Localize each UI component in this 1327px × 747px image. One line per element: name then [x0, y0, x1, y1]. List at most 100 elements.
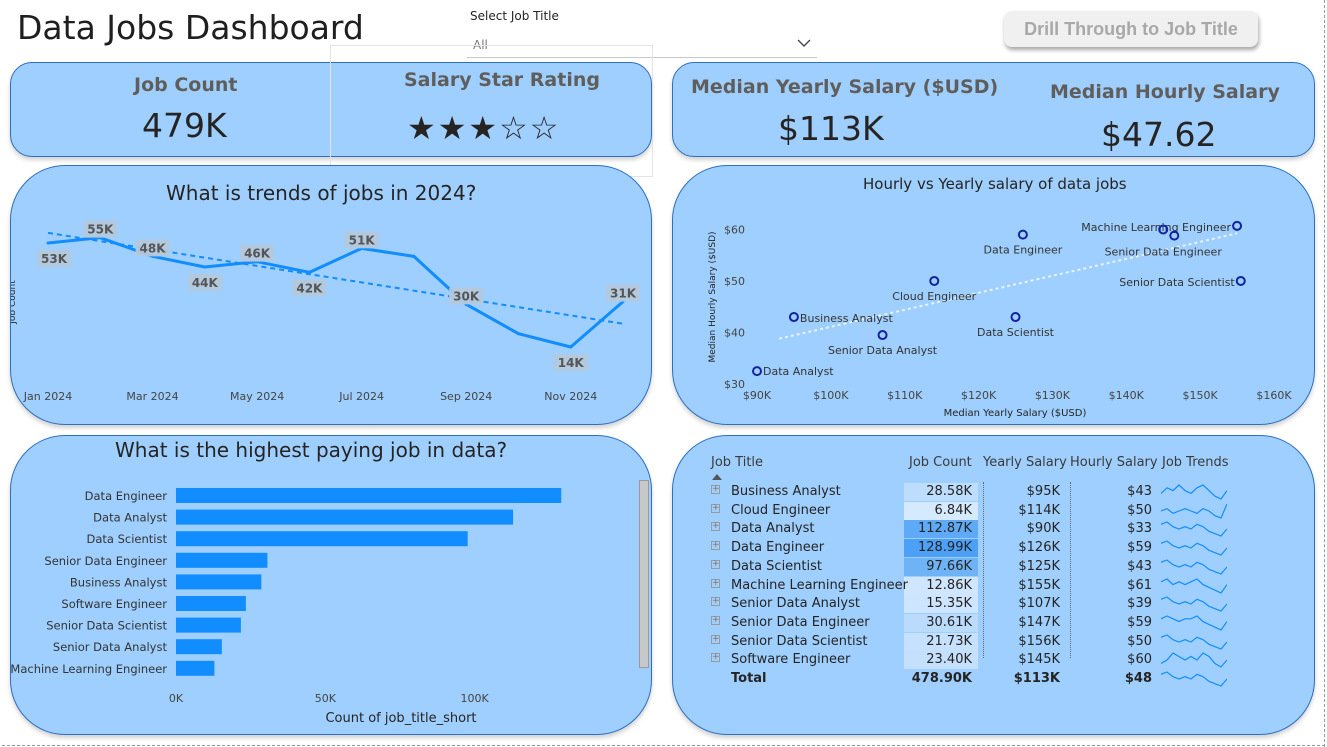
sort-ascending-icon[interactable] — [712, 474, 722, 481]
table-row[interactable]: + Data Scientist 97.66K $125K $43 — [673, 557, 1273, 576]
bar-chart-scrollbar[interactable] — [639, 480, 649, 668]
trend-data-label-bg — [553, 354, 588, 371]
expand-row-icon[interactable]: + — [711, 558, 720, 569]
trend-line-chart[interactable]: Job Count 53K 55K 48K 44K 46K 42K 51K 30K 14K 31K J… — [11, 166, 651, 424]
salary-scatter-chart[interactable]: Median Hourly Salary ($USD) Median Yearly… — [673, 166, 1314, 424]
cell-yearly-salary: $114K — [1018, 502, 1060, 518]
job-count-cell-background — [904, 651, 978, 670]
scatter-x-tick-label: $90K — [743, 389, 772, 402]
table-row[interactable]: + Business Analyst 28.58K $95K $43 — [673, 483, 1273, 501]
job-trend-chart-card[interactable]: What is trends of jobs in 2024? Job Coun… — [10, 165, 652, 425]
scatter-x-tick-label: $100K — [813, 389, 849, 402]
scatter-point — [877, 330, 888, 341]
trend-x-tick-label: Jan 2024 — [23, 390, 72, 403]
scatter-chart-title: Hourly vs Yearly salary of data jobs — [863, 175, 1127, 193]
job-trend-sparkline — [1161, 559, 1227, 575]
expand-row-icon[interactable]: + — [711, 652, 720, 663]
scatter-point-label: Data Engineer — [984, 244, 1063, 257]
trend-line — [47, 231, 626, 325]
trend-series-line — [47, 236, 624, 349]
expand-row-icon[interactable]: + — [711, 540, 720, 551]
table-row[interactable]: + Data Analyst 112.87K $90K $33 — [673, 520, 1273, 539]
page-border — [1324, 0, 1325, 747]
expand-row-icon[interactable]: + — [711, 614, 720, 625]
table-body: + Business Analyst 28.58K $95K $43 + Cloud Eng… — [673, 483, 1313, 687]
trend-y-axis-label: Job Count — [11, 280, 18, 325]
highest-paying-bar-chart-card[interactable]: What is the highest paying job in data? … — [10, 435, 652, 735]
expand-row-icon[interactable]: + — [711, 502, 720, 513]
table-row[interactable]: + Machine Learning Engineer 12.86K $155K $61 — [673, 576, 1273, 595]
cell-yearly-salary: $95K — [1026, 484, 1060, 499]
trend-x-tick-label: Sep 2024 — [440, 390, 492, 403]
job-trend-sparkline — [1161, 484, 1227, 500]
total-hourly-salary: $48 — [1124, 671, 1152, 686]
header-yearly-salary[interactable]: Yearly Salary — [983, 455, 1067, 470]
trend-data-label-bg — [37, 250, 71, 267]
bar — [176, 617, 241, 633]
scatter-point-label: Senior Data Scientist — [1119, 276, 1235, 289]
table-row[interactable]: + Senior Data Analyst 15.35K $107K $39 — [673, 595, 1273, 614]
job-trend-sparkline — [1161, 671, 1227, 687]
expand-row-icon[interactable]: + — [711, 596, 720, 607]
bar — [176, 596, 246, 611]
expand-row-icon[interactable]: + — [711, 521, 720, 532]
trend-data-label: 55K — [87, 223, 114, 237]
trend-point — [307, 270, 311, 274]
header-job-count[interactable]: Job Count — [909, 455, 972, 470]
median-yearly-salary-value: $113K — [778, 109, 884, 148]
bar — [176, 639, 222, 655]
bar — [176, 574, 262, 590]
table-row[interactable]: + Cloud Engineer 6.84K $114K $50 — [673, 501, 1273, 520]
table-row[interactable]: + Software Engineer 23.40K $145K $60 — [673, 651, 1273, 670]
drill-through-button[interactable]: Drill Through to Job Title — [1004, 11, 1258, 47]
trend-data-label: 30K — [453, 289, 480, 303]
trend-chart-title: What is trends of jobs in 2024? — [166, 181, 477, 205]
chevron-down-icon[interactable] — [797, 36, 811, 50]
trend-data-label: 48K — [140, 241, 167, 255]
job-count-bar-chart[interactable]: Data Engineer Data Analyst Data Scientist S… — [11, 436, 651, 734]
scatter-y-axis-label: Median Hourly Salary ($USD) — [708, 231, 718, 362]
table-row[interactable]: + Senior Data Engineer 30.61K $147K $59 — [673, 613, 1273, 632]
median-yearly-salary-label: Median Yearly Salary ($USD) — [691, 76, 999, 98]
cell-job-count: 21.73K — [926, 633, 972, 649]
job-count-label: Job Count — [134, 74, 238, 96]
cell-job-title: Data Engineer — [731, 540, 825, 556]
cell-yearly-salary: $156K — [1018, 633, 1060, 649]
scatter-point — [1169, 230, 1180, 241]
salary-scatter-chart-card[interactable]: Hourly vs Yearly salary of data jobs Med… — [672, 165, 1315, 425]
scatter-point-label: Cloud Engineer — [892, 290, 976, 303]
cell-yearly-salary: $107K — [1018, 596, 1060, 612]
bar-category-label: Software Engineer — [61, 597, 167, 611]
job-title-table-card[interactable]: Job Title Job Count Yearly Salary Hourly… — [672, 435, 1315, 735]
job-count-cell-background — [904, 539, 978, 558]
kpi-card-job-count-rating: Job Count 479K Salary Star Rating ★★★☆☆ — [10, 62, 652, 157]
bar-x-tick-label: 0K — [169, 692, 184, 705]
table-row[interactable]: + Senior Data Scientist 21.73K $156K $50 — [673, 632, 1273, 651]
scatter-y-tick-label: $60 — [724, 223, 745, 236]
scatter-x-tick-label: $130K — [1035, 389, 1071, 402]
header-job-trends[interactable]: Job Trends — [1162, 455, 1229, 470]
expand-row-icon[interactable]: + — [711, 633, 720, 644]
job-title-slicer[interactable]: All — [467, 32, 817, 58]
expand-row-icon[interactable]: + — [711, 577, 720, 588]
scatter-point-label: Machine Learning Engineer — [1081, 221, 1231, 234]
cell-job-count: 6.84K — [934, 502, 972, 518]
salary-star-rating-label: Salary Star Rating — [404, 69, 600, 91]
scatter-x-tick-label: $140K — [1109, 389, 1145, 402]
header-hourly-salary[interactable]: Hourly Salary — [1070, 455, 1158, 470]
job-count-cell-background — [904, 520, 978, 539]
expand-row-icon[interactable]: + — [711, 484, 720, 494]
cell-yearly-salary: $126K — [1018, 540, 1060, 556]
job-trend-sparkline — [1161, 633, 1227, 650]
scatter-x-tick-label: $120K — [961, 389, 997, 402]
job-trend-sparkline — [1161, 596, 1227, 612]
bar-category-label: Data Scientist — [87, 532, 168, 546]
job-trend-sparkline — [1161, 615, 1227, 631]
cell-job-title: Data Scientist — [731, 558, 822, 574]
cell-job-title: Data Analyst — [731, 521, 815, 537]
cell-hourly-salary: $60 — [1127, 652, 1152, 668]
header-job-title[interactable]: Job Title — [711, 455, 764, 470]
table-row[interactable]: + Data Engineer 128.99K $126K $59 — [673, 539, 1273, 558]
cell-hourly-salary: $59 — [1127, 540, 1152, 556]
column-separator — [983, 482, 984, 658]
